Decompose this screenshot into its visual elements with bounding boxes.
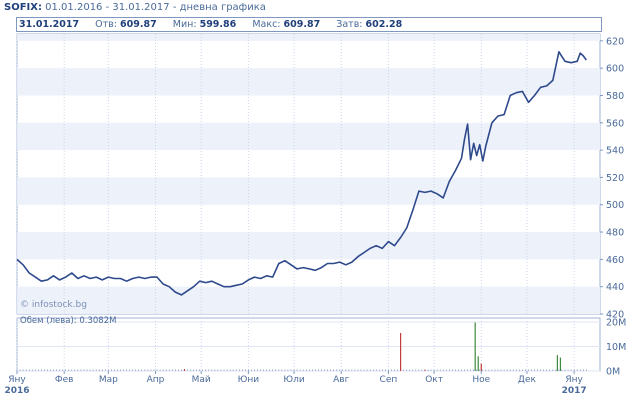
x-tick-label: Авг xyxy=(333,375,349,385)
price-band xyxy=(17,232,600,260)
open-label: Отв: xyxy=(95,19,117,30)
min-value: 599.86 xyxy=(199,19,237,30)
volume-tick-label: 10M xyxy=(606,342,626,353)
volume-plot-frame xyxy=(16,317,601,372)
price-series xyxy=(16,50,587,296)
x-axis-labels: Яну Фев Мар Апр Май Юни Юли Авг Сеп Окт Ное Дек Яну2… xyxy=(4,371,587,396)
x-tick-label: Ное xyxy=(472,375,490,385)
price-tick-label: 540 xyxy=(606,146,624,157)
close-label: Затв: xyxy=(336,19,363,30)
x-tick-label: Яну xyxy=(565,375,583,385)
chart-title-row: SOFIX: 01.01.2016 - 31.01.2017 - дневна … xyxy=(4,2,266,13)
price-tick-label: 480 xyxy=(606,228,624,239)
chart-subtitle: 01.01.2016 - 31.01.2017 - дневна графика xyxy=(45,2,266,13)
x-tick-label: Дек xyxy=(518,375,537,385)
min-label: Мин: xyxy=(172,19,197,30)
info-date: 31.01.2017 xyxy=(19,19,80,30)
price-tick-label: 500 xyxy=(606,200,624,211)
price-tick-label: 620 xyxy=(606,36,624,47)
volume-label: Обем (лева): 0.3082M xyxy=(20,316,116,326)
x-tick-label: Мар xyxy=(99,375,118,385)
x-tick-label: Окт xyxy=(425,375,443,385)
volume-series xyxy=(16,322,587,371)
close-value: 602.28 xyxy=(365,19,403,30)
x-tick-label: Май xyxy=(192,375,211,385)
volume-plot-area xyxy=(16,317,601,372)
price-tick-label: 460 xyxy=(606,255,624,266)
ticker-symbol: SOFIX: xyxy=(4,2,42,13)
year-label: 2017 xyxy=(562,386,587,396)
x-tick-label: Апр xyxy=(147,375,165,385)
price-line xyxy=(16,50,587,296)
year-label: 2016 xyxy=(4,386,29,396)
open-value: 609.87 xyxy=(120,19,157,30)
max-value: 609.87 xyxy=(283,19,321,30)
x-tick-label: Фев xyxy=(55,375,74,385)
price-plot-bands xyxy=(16,33,601,315)
price-band xyxy=(17,122,600,151)
price-tick-label: 440 xyxy=(606,282,624,293)
price-tick-label: 600 xyxy=(606,64,624,75)
volume-tick-label: 20M xyxy=(606,318,626,329)
price-tick-label: 420 xyxy=(606,310,624,321)
x-tick-label: Сеп xyxy=(380,375,398,385)
ohlc-info-bar: 31.01.2017 Отв: 609.87 Мин: 599.86 Макс:… xyxy=(16,17,602,32)
price-tick-label: 560 xyxy=(606,118,624,129)
x-tick-label: Яну xyxy=(8,375,26,385)
price-band xyxy=(17,177,600,205)
price-band xyxy=(17,286,600,314)
x-tick-label: Юли xyxy=(283,375,304,385)
price-tick-label: 520 xyxy=(606,173,624,184)
price-axis-ticks: 420 440 460 480 500 520 540 560 580 600 620 xyxy=(600,36,624,321)
volume-tick-label: 0M xyxy=(606,367,620,378)
price-band xyxy=(17,34,600,41)
x-tick-label: Юни xyxy=(238,375,260,385)
price-band xyxy=(17,68,600,96)
price-tick-label: 580 xyxy=(606,91,624,102)
max-label: Макс: xyxy=(252,19,281,30)
watermark-text: © infostock.bg xyxy=(20,300,87,310)
